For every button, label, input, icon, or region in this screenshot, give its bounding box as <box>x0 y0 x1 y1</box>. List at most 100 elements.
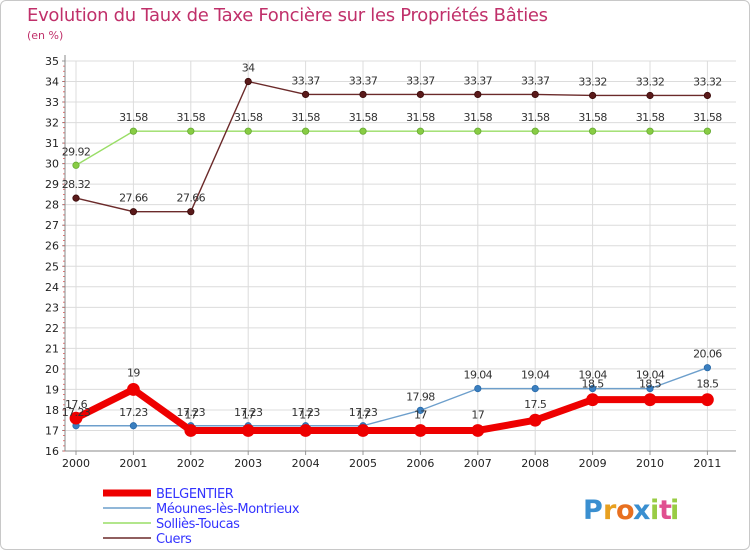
data-point-cuers <box>301 90 310 99</box>
data-label-cuers: 33.37 <box>349 74 378 87</box>
x-tick-label: 2007 <box>464 457 492 470</box>
data-point-belgentier <box>528 413 542 427</box>
legend-label-meounes-les-montrieux: Méounes-lès-Montrieux <box>156 502 300 517</box>
data-label-meounes-les-montrieux: 17.23 <box>291 406 320 419</box>
series-line-sollies-toucas <box>75 130 708 166</box>
y-tick-label: 27 <box>45 219 59 232</box>
y-tick-label: 32 <box>45 117 59 130</box>
data-label-sollies-toucas: 31.58 <box>119 111 148 124</box>
x-tick-label: 2004 <box>292 457 320 470</box>
data-label-cuers: 27.66 <box>119 192 148 205</box>
data-label-sollies-toucas: 31.58 <box>177 111 206 124</box>
data-point-belgentier <box>586 393 599 407</box>
data-labels: 17.6 19 17 17 17 17 17 17 17.5 18.5 18.5 18.5 17.23 1… <box>62 62 723 422</box>
data-point-sollies-toucas <box>474 127 482 135</box>
x-tick-label: 2010 <box>636 457 664 470</box>
data-label-belgentier: 17 <box>242 408 255 421</box>
data-label-meounes-les-montrieux: 17.23 <box>177 406 206 419</box>
data-point-cuers <box>129 208 137 216</box>
data-label-belgentier: 18.5 <box>582 378 605 391</box>
logo-letter: i <box>670 495 679 526</box>
data-point-sollies-toucas <box>244 127 252 135</box>
data-label-belgentier: 17 <box>471 408 484 421</box>
data-label-belgentier: 17 <box>414 408 427 421</box>
data-point-cuers <box>588 91 597 100</box>
y-tick-label: 29 <box>45 178 59 191</box>
data-point-sollies-toucas <box>646 127 654 135</box>
legend-label-belgentier: BELGENTIER <box>156 487 234 502</box>
data-point-belgentier <box>69 411 83 425</box>
data-label-cuers: 28.32 <box>62 178 91 191</box>
data-point-cuers <box>416 90 424 99</box>
data-label-meounes-les-montrieux: 19.04 <box>464 369 493 382</box>
data-point-cuers <box>474 90 482 99</box>
data-label-cuers: 33.37 <box>464 74 493 87</box>
data-label-cuers: 33.37 <box>521 74 550 87</box>
data-label-sollies-toucas: 31.58 <box>291 111 320 124</box>
data-point-meounes-les-montrieux <box>474 384 482 393</box>
data-point-sollies-toucas <box>703 127 712 135</box>
logo-letter: r <box>603 495 617 526</box>
data-point-cuers <box>244 77 252 86</box>
data-label-sollies-toucas: 31.58 <box>349 111 378 124</box>
data-point-cuers <box>187 208 195 216</box>
data-point-cuers <box>646 91 654 100</box>
data-label-meounes-les-montrieux: 19.04 <box>578 369 607 382</box>
data-label-sollies-toucas: 31.58 <box>578 111 607 124</box>
data-label-belgentier: 17.6 <box>65 398 88 411</box>
data-label-meounes-les-montrieux: 19.04 <box>521 369 550 382</box>
data-point-belgentier <box>184 424 198 437</box>
legend-label-sollies-toucas: Solliès-Toucas <box>156 517 240 532</box>
data-point-sollies-toucas <box>588 127 597 135</box>
data-label-sollies-toucas: 31.58 <box>234 111 263 124</box>
data-label-sollies-toucas: 31.58 <box>464 111 493 124</box>
data-label-meounes-les-montrieux: 17.23 <box>349 406 378 419</box>
x-tick-label: 2005 <box>349 457 377 470</box>
data-point-sollies-toucas <box>531 127 539 135</box>
y-tick-label: 31 <box>45 137 59 150</box>
data-label-belgentier: 18.5 <box>696 378 719 391</box>
data-point-belgentier <box>126 383 140 396</box>
data-label-cuers: 33.32 <box>693 75 722 88</box>
data-point-belgentier <box>413 424 427 437</box>
y-tick-label: 26 <box>45 240 59 253</box>
data-point-sollies-toucas <box>359 127 367 135</box>
data-label-meounes-les-montrieux: 17.98 <box>406 390 435 403</box>
y-tick-label: 21 <box>45 342 59 355</box>
y-tick-label: 35 <box>45 55 59 68</box>
legend-label-cuers: Cuers <box>156 532 192 547</box>
y-tick-label: 23 <box>45 301 59 314</box>
y-tick-label: 16 <box>45 445 59 458</box>
x-tick-label: 2001 <box>119 457 147 470</box>
data-point-belgentier <box>643 393 657 407</box>
data-point-sollies-toucas <box>72 161 80 169</box>
data-label-sollies-toucas: 31.58 <box>406 111 435 124</box>
data-point-cuers <box>359 90 367 99</box>
series-line-belgentier <box>74 385 708 434</box>
y-tick-label: 34 <box>45 76 59 89</box>
x-tick-label: 2003 <box>234 457 262 470</box>
data-point-meounes-les-montrieux <box>129 422 137 430</box>
data-label-cuers: 33.37 <box>406 74 435 87</box>
data-point-sollies-toucas <box>129 127 137 135</box>
data-point-belgentier <box>471 424 485 437</box>
data-label-cuers: 33.32 <box>578 75 607 88</box>
data-label-belgentier: 17 <box>357 408 370 421</box>
data-point-sollies-toucas <box>301 127 310 135</box>
logo-letter: P <box>583 495 603 526</box>
data-label-sollies-toucas: 29.92 <box>62 145 91 158</box>
data-label-meounes-les-montrieux: 17.23 <box>119 406 148 419</box>
data-point-meounes-les-montrieux <box>703 364 712 372</box>
logo-letter: x <box>633 495 650 526</box>
data-label-cuers: 33.32 <box>636 75 665 88</box>
series-lines <box>69 77 714 437</box>
data-point-cuers <box>531 90 539 99</box>
legend: BELGENTIERMéounes-lès-MontrieuxSolliès-T… <box>103 487 300 547</box>
data-label-cuers: 33.37 <box>291 74 320 87</box>
data-label-belgentier: 18.5 <box>639 378 662 391</box>
data-point-sollies-toucas <box>416 127 424 135</box>
data-label-belgentier: 17 <box>184 408 197 421</box>
